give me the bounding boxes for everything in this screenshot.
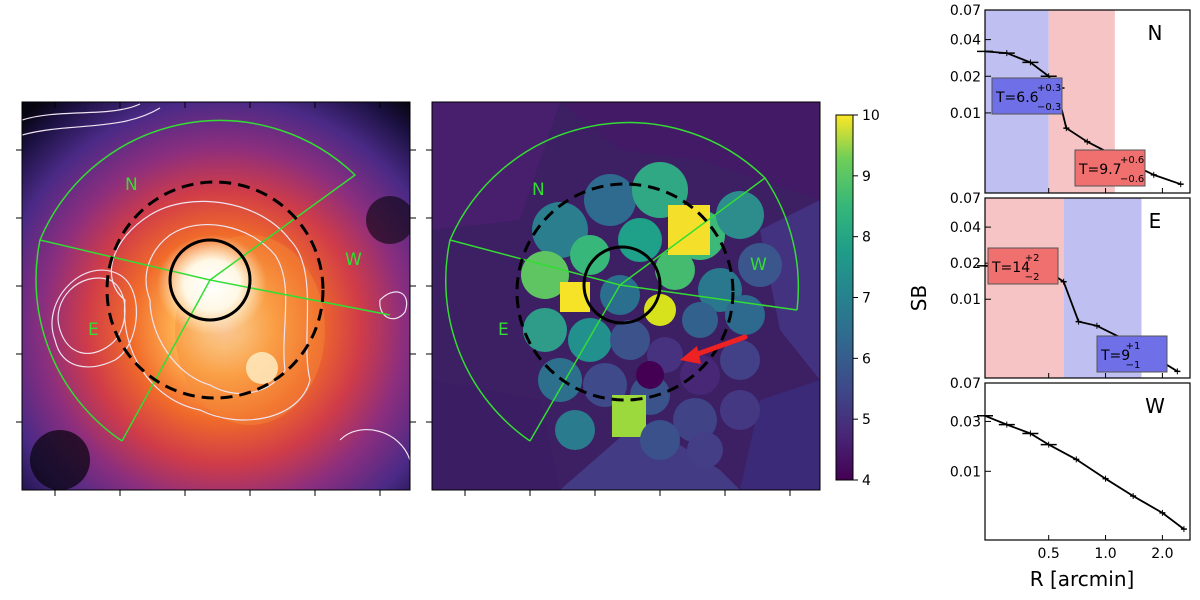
temperature-sub: −0.6 [1120,174,1144,185]
y-tick-label: 0.07 [950,376,981,392]
temperature-sup: +1 [1126,341,1141,352]
temperature-box [987,247,1059,285]
xray-secondary-blob [246,352,278,384]
sb-panel-e: 0.07 0.04 0.02 0.01 E T=14+2 −2 T=9+1 −1 [950,191,1191,379]
tmap-panel: N W E [426,101,821,496]
xray-outer-dashed-circle [105,180,325,400]
tmap-cells [521,162,782,468]
y-tick-label: 0.02 [950,256,981,272]
temperature-sub: −2 [1025,272,1040,283]
xray-inner-circle [168,238,252,322]
colorbar-tick-label: 8 [862,230,871,246]
xray-sector-label-w: W [345,250,362,270]
tmap-arrow [680,334,748,364]
tmap-outer-dashed-circle [515,182,735,402]
temperature-sup: +2 [1025,253,1040,264]
tmap-sectors [445,121,800,442]
temperature-label: T=9 [1100,348,1130,364]
colorbar-label: SB [907,285,931,311]
temperature-box [991,77,1063,115]
y-tick-label: 0.04 [950,220,981,236]
colorbar-tick-label: 7 [862,291,871,307]
colorbar-tick-label: 5 [862,412,871,428]
colorbar-tick-label: 9 [862,169,871,185]
xray-sector-label-e: E [88,320,99,340]
shaded-region [985,198,1064,378]
tmap-sector-label-e: E [498,320,509,340]
temperature-sub: −0.3 [1037,102,1061,113]
temperature-sub: −1 [1126,360,1141,371]
sb-panel-frame [984,197,1191,379]
y-tick-label: 0.04 [950,33,981,49]
xray-dark-patch [30,430,90,490]
y-tick-label: 0.07 [950,191,981,207]
temperature-sup: +0.3 [1037,83,1061,94]
xray-contours [22,103,410,461]
temperature-sup: +0.6 [1120,155,1144,166]
tmap-voronoi-cell [560,102,820,200]
x-tick-label: 1.0 [1094,546,1116,562]
colorbar-gradient [835,114,854,481]
tmap-voronoi-cell [740,380,820,490]
sb-panel-label: W [1145,394,1165,418]
sb-panel-frame [984,382,1191,541]
fit-line [984,414,1185,530]
temperature-label: T=9.7 [1078,162,1122,178]
sb-panel-label: E [1149,209,1162,233]
xray-frame [21,101,411,491]
x-tick-label: 0.5 [1038,546,1060,562]
colorbar: 4 5 6 7 8 9 10 SB [835,108,931,489]
xray-ticks [16,102,416,496]
x-tick-label: 2.0 [1151,546,1173,562]
y-tick-label: 0.02 [950,69,981,85]
colorbar-ticks: 4 5 6 7 8 9 10 [853,108,880,489]
tmap-frame [431,101,821,491]
tmap-voronoi-cell [432,380,560,490]
tmap-voronoi-cell [432,102,560,230]
colorbar-tick-label: 10 [862,108,880,124]
sb-profiles: 0.07 0.04 0.02 0.01 N T=6.6+0.3 −0.3 T=9.7+0.6 −… [950,3,1191,562]
y-tick-label: 0.01 [950,464,981,480]
xray-sector-label-n: N [125,175,138,195]
y-tick-label: 0.01 [950,292,981,308]
colorbar-tick-label: 4 [862,473,871,489]
xray-dark-patch [366,196,410,244]
temperature-box [1074,149,1146,187]
temperature-label: T=14 [991,260,1030,276]
sb-panel-frame [984,9,1191,194]
sb-panel-w: 0.07 0.03 0.01 W 0.5 1.0 2.0 [950,376,1191,562]
y-tick-label: 0.07 [950,3,981,19]
x-axis-label: R [arcmin] [1030,567,1135,591]
temperature-box [1096,335,1168,373]
temperature-label: T=6.6 [995,90,1039,106]
xray-panel: N W E [16,101,416,496]
tmap-inner-circle [582,245,662,325]
colorbar-tick-label: 6 [862,351,871,367]
sb-panel-n: 0.07 0.04 0.02 0.01 N T=6.6+0.3 −0.3 T=9.7+0.6 −… [950,3,1191,194]
tmap-voronoi-cell [760,200,820,380]
tmap-sector-label-n: N [532,180,545,200]
y-tick-label: 0.03 [950,414,981,430]
tmap-ticks [426,149,791,496]
y-tick-label: 0.01 [950,106,981,122]
sb-panel-label: N [1148,21,1163,45]
tmap-sector-label-w: W [750,255,767,275]
xray-sectors [35,119,391,442]
